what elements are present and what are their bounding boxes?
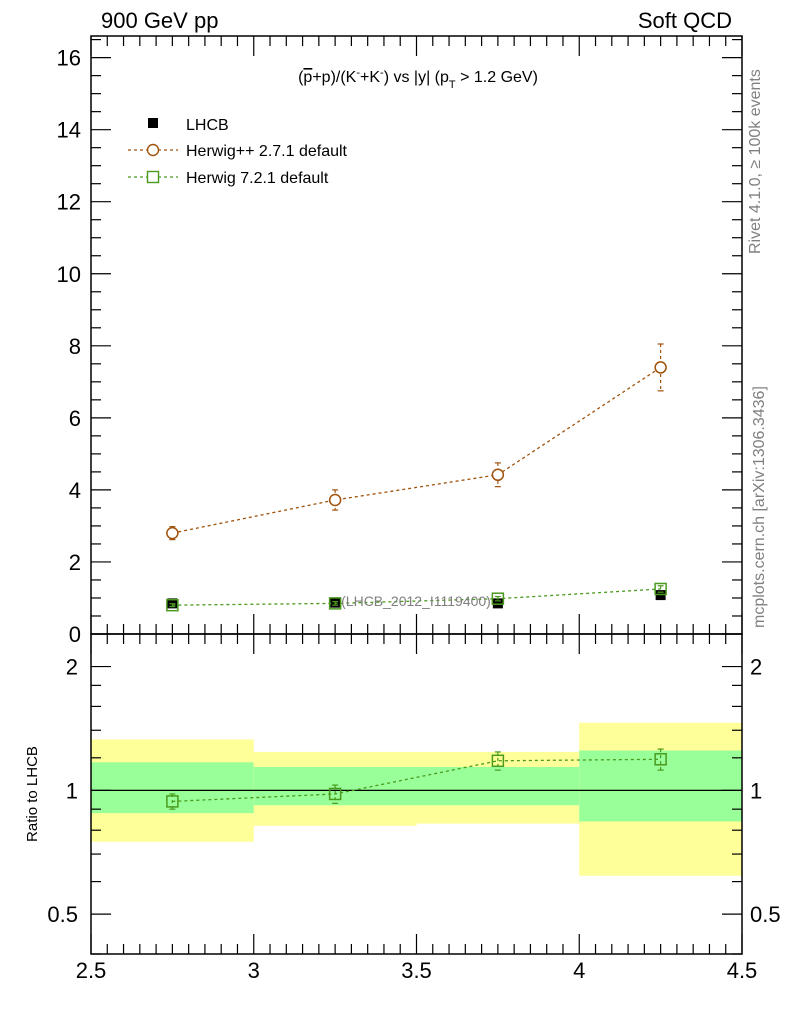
- x-tick-label: 2.5: [76, 958, 107, 983]
- y-tick-label: 12: [57, 190, 81, 215]
- ratio-y-tick-label-left: 2: [66, 655, 78, 680]
- ratio-point-herwig7: [491, 754, 505, 768]
- data-point-herwig7: [654, 582, 667, 596]
- y-tick-label: 14: [57, 118, 81, 143]
- header-left: 900 GeV pp: [101, 8, 218, 33]
- ratio-point-herwig7: [654, 753, 667, 766]
- ratio-bands: [91, 722, 742, 876]
- analysis-id: (LHCB_2012_I1119400): [341, 593, 491, 609]
- legend-label-herwigpp: Herwig++ 2.7.1 default: [186, 143, 348, 160]
- ratio-band-stat: [416, 766, 580, 806]
- y-tick-label: 16: [57, 46, 81, 71]
- ratio-band-stat: [91, 762, 254, 814]
- legend-label-herwig7: Herwig 7.2.1 default: [186, 170, 329, 187]
- ratio-line-herwig7: [172, 758, 661, 803]
- main-data: [166, 343, 667, 612]
- ratio-y-tick-label-right: 1: [750, 778, 762, 803]
- legend-marker-herwig7: [146, 170, 160, 184]
- data-point-herwigpp: [491, 468, 505, 482]
- data-point-herwigpp: [166, 526, 179, 540]
- chart-title: (p+p)/(K-+K-) vs |y| (pT > 1.2 GeV): [298, 67, 538, 91]
- header-right: Soft QCD: [638, 8, 732, 33]
- x-tick-label: 4: [573, 958, 585, 983]
- ratio-y-tick-label-right: 2: [750, 655, 762, 680]
- x-tick-label: 4.5: [727, 958, 758, 983]
- data-point-herwig7: [166, 598, 179, 612]
- legend: LHCB Herwig++ 2.7.1 default Herwig 7.2.1…: [128, 117, 348, 187]
- ratio-ylabel: Ratio to LHCB: [24, 746, 41, 842]
- ratio-point-herwig7: [328, 787, 342, 801]
- data-point-lhcb: [492, 598, 503, 609]
- data-point-herwigpp: [654, 361, 667, 374]
- ratio-y-tick-label-left: 1: [66, 778, 78, 803]
- legend-label-lhcb: LHCB: [186, 117, 229, 134]
- ratio-data: [166, 748, 667, 810]
- rivet-label: Rivet 4.1.0, ≥ 100k events: [747, 69, 764, 254]
- ratio-point-herwig7: [166, 795, 179, 808]
- legend-marker-lhcb: [148, 118, 158, 128]
- y-tick-label: 6: [69, 406, 81, 431]
- x-tick-label: 3.5: [401, 958, 432, 983]
- x-tick-label: 3: [248, 958, 260, 983]
- ratio-y-tick-label-right: 0.5: [750, 902, 781, 927]
- data-point-herwig7: [491, 592, 505, 605]
- ratio-y-tick-label-left: 0.5: [47, 902, 78, 927]
- y-tick-label: 0: [69, 622, 81, 647]
- legend-marker-herwigpp: [146, 143, 160, 157]
- source-label: mcplots.cern.ch [arXiv:1306.3436]: [751, 386, 768, 628]
- data-point-herwig7: [328, 597, 342, 610]
- data-point-herwigpp: [328, 493, 342, 507]
- y-tick-label: 2: [69, 550, 81, 575]
- y-tick-label: 4: [69, 478, 81, 503]
- y-tick-label: 10: [57, 262, 81, 287]
- y-tick-label: 8: [69, 334, 81, 359]
- series-line-1: [172, 366, 661, 534]
